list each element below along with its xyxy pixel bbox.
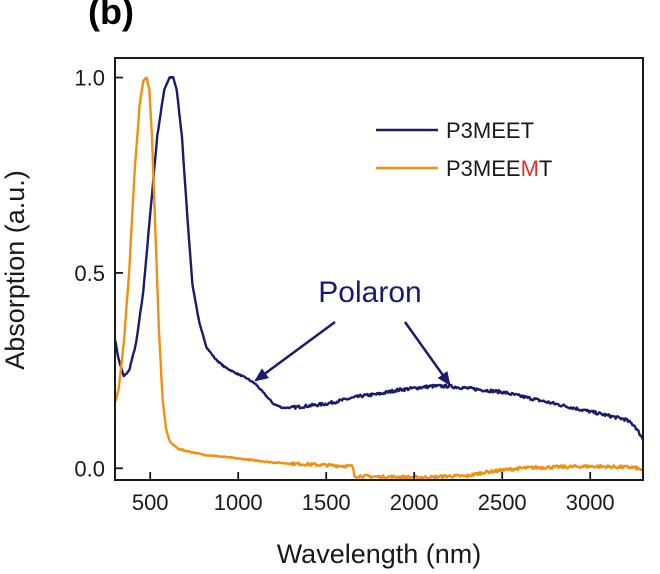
x-axis-title: Wavelength (nm) (277, 539, 482, 569)
series-line-p3meet (113, 75, 645, 441)
x-tick-label: 1000 (214, 490, 263, 515)
y-axis-title: Absorption (a.u.) (0, 170, 30, 370)
series-layer (113, 75, 645, 480)
y-tick-label: 0.0 (74, 456, 105, 481)
polaron-arrow-left (254, 320, 336, 382)
legend-label-p3meemt-highlight: M (521, 156, 539, 181)
plot-frame (114, 57, 644, 481)
x-tick-label: 3000 (566, 490, 615, 515)
legend-label-p3meemt-part-1: P3MEE (446, 156, 521, 181)
x-tick-label: 2500 (478, 490, 527, 515)
legend-label-p3meemt: P3MEEMT (446, 156, 552, 181)
polaron-annotation: Polaron (254, 276, 451, 386)
polaron-label: Polaron (318, 276, 421, 309)
ticks-layer: 500 1000 1500 2000 2500 3000 0.0 0.5 1.0 (74, 66, 614, 515)
polaron-arrow-right (403, 321, 451, 386)
legend-label-p3meemt-part-3: T (539, 156, 552, 181)
series-line-p3meemt (113, 76, 644, 480)
legend-label-p3meet: P3MEET (446, 118, 534, 143)
legend: P3MEET P3MEEMT (376, 118, 552, 181)
y-tick-label: 0.5 (74, 261, 105, 286)
x-tick-label: 2000 (390, 490, 439, 515)
panel-label: (b) (88, 0, 134, 32)
y-tick-label: 1.0 (74, 66, 105, 91)
x-tick-label: 500 (132, 490, 169, 515)
legend-label-p3meet-part: P3MEET (446, 118, 534, 143)
x-tick-label: 1500 (302, 490, 351, 515)
